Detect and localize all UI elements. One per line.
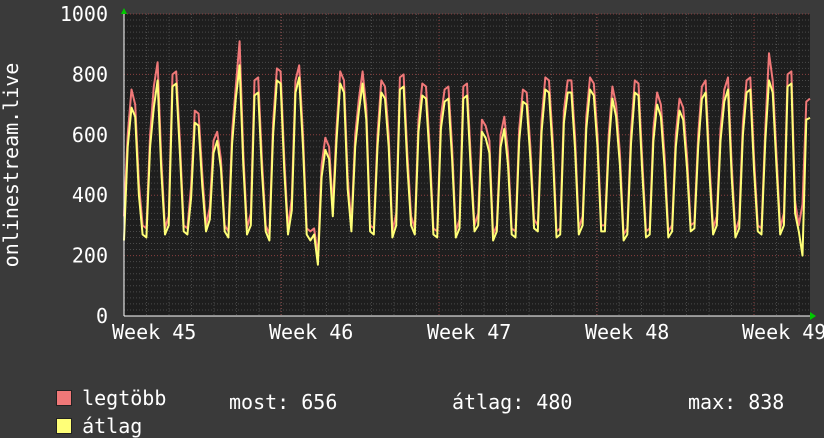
y-tick-labels: 0 200 400 600 800 1000: [60, 2, 108, 328]
x-tick-label: Week 47: [427, 320, 511, 344]
y-axis-arrow-icon: [121, 8, 127, 14]
legend-label-legtobb: legtöbb: [82, 386, 167, 410]
y-tick-label: 800: [72, 62, 108, 86]
series-line-atlag: [123, 64, 811, 266]
y-tick-label: 400: [72, 183, 108, 207]
x-axis-arrow-icon: [810, 312, 816, 320]
y-tick-label: 1000: [60, 2, 108, 26]
y-tick-label: 600: [72, 123, 108, 147]
x-tick-label: Week 48: [585, 320, 669, 344]
legend-label-atlag: átlag: [82, 414, 143, 438]
x-tick-label: Week 45: [112, 320, 196, 344]
legend-item-legtobb: legtöbb: [32, 362, 166, 410]
legend-swatch-atlag: [56, 418, 73, 434]
x-tick-label: Week 46: [269, 320, 353, 344]
series-lines: [123, 40, 811, 266]
x-tick-labels: Week 45 Week 46 Week 47 Week 48 Week 49: [112, 320, 824, 344]
y-axis-label: onlinestream.live: [0, 63, 23, 268]
y-tick-label: 0: [96, 304, 108, 328]
legend-swatch-legtobb: [56, 390, 73, 406]
x-tick-label: Week 49: [742, 320, 824, 344]
stat-most: most: 656: [229, 390, 338, 414]
y-tick-label: 200: [72, 244, 108, 268]
stat-atlag: átlag: 480: [452, 390, 573, 414]
legend-item-atlag: átlag: [32, 390, 142, 438]
stat-max: max: 838: [688, 390, 785, 414]
